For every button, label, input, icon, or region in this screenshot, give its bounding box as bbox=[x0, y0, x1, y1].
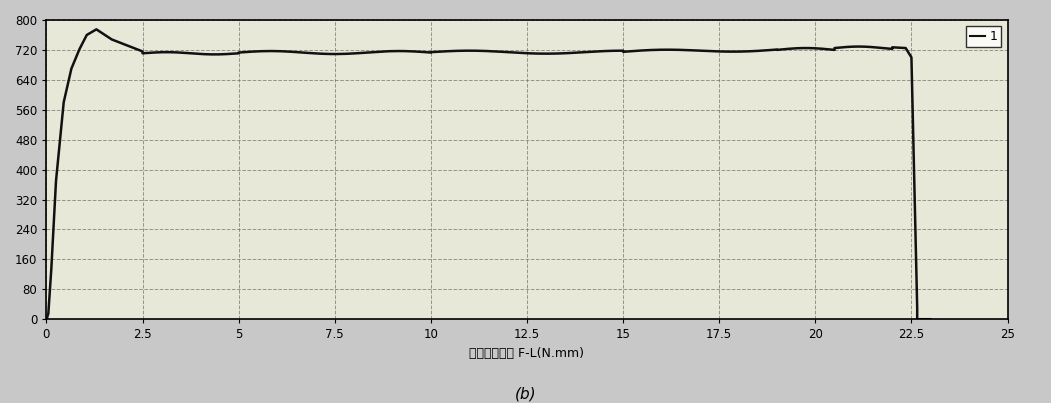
Text: (b): (b) bbox=[515, 387, 536, 402]
Legend: 1: 1 bbox=[966, 26, 1002, 47]
X-axis label: 力位变形曲线 F-L(N.mm): 力位变形曲线 F-L(N.mm) bbox=[470, 347, 584, 360]
